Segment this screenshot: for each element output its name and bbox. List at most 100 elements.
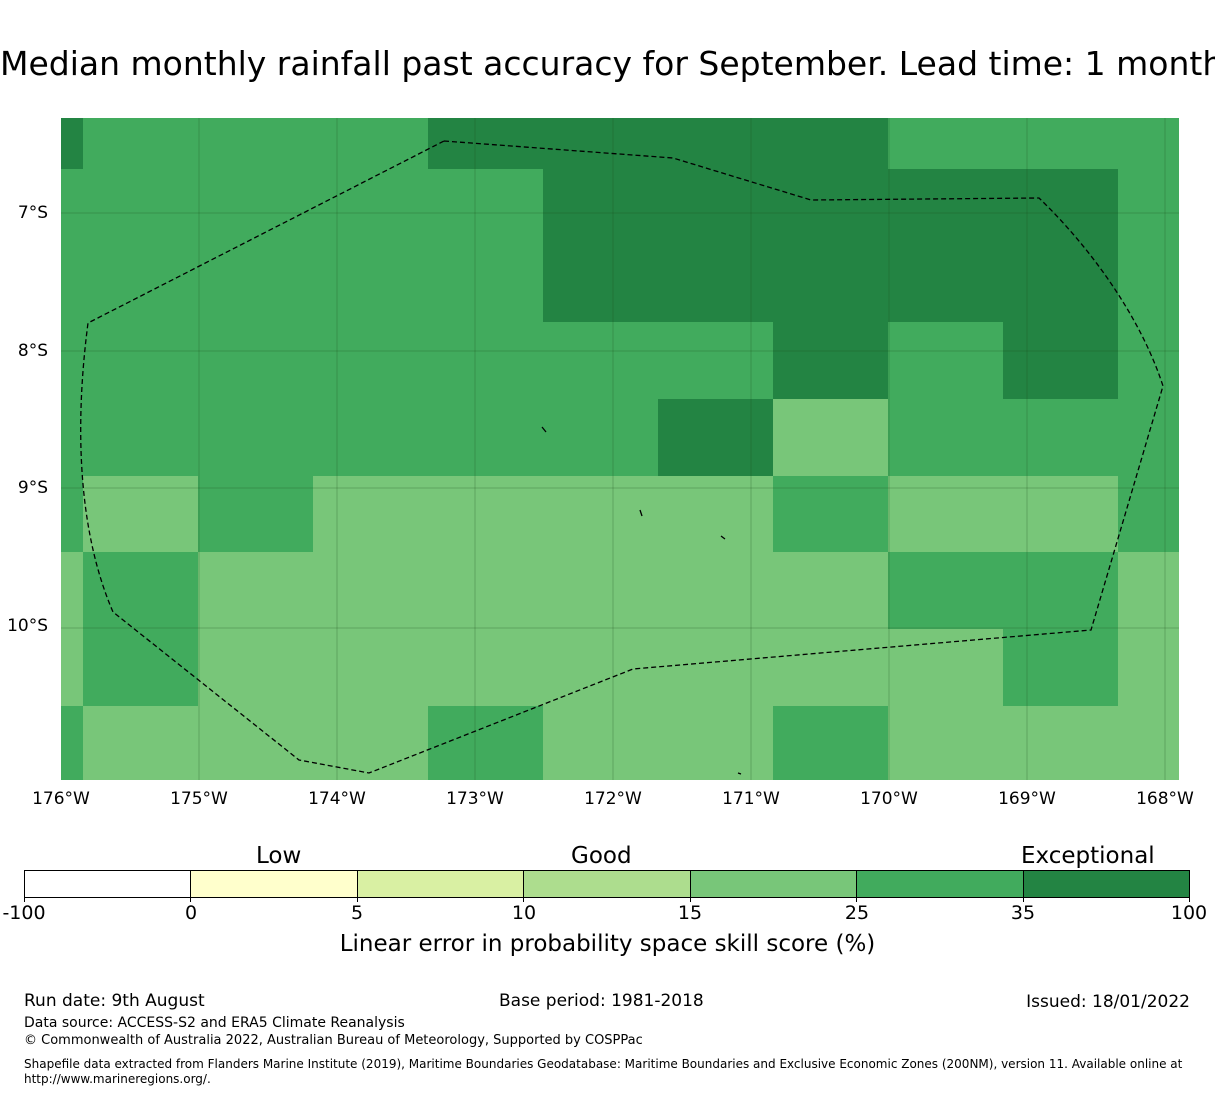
skill-cell [198, 322, 314, 400]
skill-cell [83, 706, 199, 780]
skill-cell [888, 322, 1004, 400]
data-source: Data source: ACCESS-S2 and ERA5 Climate … [24, 1015, 405, 1031]
colorbar-axis-label: Linear error in probability space skill … [339, 931, 876, 957]
skill-cell [888, 706, 1004, 780]
skill-cell [658, 476, 774, 553]
skill-cell [1003, 399, 1119, 477]
lon-label-175w: 175°W [170, 789, 228, 809]
island-outlines [541, 426, 742, 775]
colorbar-swatch [1023, 871, 1189, 897]
skill-cell [61, 169, 84, 247]
skill-cell [888, 552, 1004, 630]
skill-cell [658, 552, 774, 630]
colorbar-tick-mark [190, 897, 191, 902]
skill-cell [543, 399, 659, 477]
skill-cell [428, 169, 544, 247]
skill-cell [1118, 169, 1179, 247]
colorbar-tick-label: 0 [184, 902, 198, 924]
skill-cell [313, 552, 429, 630]
skill-cell [1118, 706, 1179, 780]
skill-cell [198, 476, 314, 553]
skill-cell [543, 552, 659, 630]
lat-label-8s: 8°S [17, 341, 48, 361]
skill-cell [61, 552, 84, 630]
skill-cell [773, 706, 889, 780]
run-date: Run date: 9th August [24, 991, 205, 1011]
skill-cell [198, 246, 314, 323]
skill-cell [313, 399, 429, 477]
skill-cell [83, 322, 199, 400]
colorbar-tick-mark [690, 897, 691, 902]
skill-cell [198, 629, 314, 707]
colorbar-swatch [690, 871, 858, 897]
skill-cell [543, 169, 659, 247]
colorbar-swatch [857, 871, 1024, 897]
colorbar-tick-mark [856, 897, 857, 902]
skill-cell [428, 322, 544, 400]
colorbar-tick-label: 10 [511, 902, 537, 924]
skill-cell [83, 399, 199, 477]
colorbar-swatch [524, 871, 691, 897]
skill-cell [658, 246, 774, 323]
skill-cell [313, 322, 429, 400]
skill-cell [1118, 322, 1179, 400]
skill-cell [313, 476, 429, 553]
lon-label-176w: 176°W [32, 789, 90, 809]
skill-cell [61, 706, 84, 780]
eez-boundary [80, 140, 1164, 774]
skill-cell [543, 246, 659, 323]
colorbar-tick-mark [1189, 897, 1190, 902]
lon-label-170w: 170°W [860, 789, 918, 809]
colorbar-swatch [25, 871, 192, 897]
skill-cell [61, 476, 84, 553]
skill-cell [61, 246, 84, 323]
skill-cell [1003, 629, 1119, 707]
skill-cell [543, 476, 659, 553]
skill-map [61, 118, 1179, 780]
skill-cell [888, 399, 1004, 477]
skill-cell [61, 629, 84, 707]
skill-cell [313, 169, 429, 247]
skill-cell [888, 118, 1004, 170]
skill-cell [658, 629, 774, 707]
skill-cell [313, 246, 429, 323]
skill-cell [543, 322, 659, 400]
colorbar-tick-label: -100 [2, 902, 46, 924]
shapefile-credit-line2: http://www.marineregions.org/. [24, 1072, 211, 1086]
colorbar-category-good: Good [571, 843, 632, 869]
skill-cell [313, 118, 429, 170]
colorbar-tick-mark [1023, 897, 1024, 902]
skill-cell [1003, 322, 1119, 400]
skill-cell [428, 629, 544, 707]
skill-cell [658, 118, 774, 170]
skill-cell [773, 118, 889, 170]
colorbar-tick-mark [523, 897, 524, 902]
skill-cell [428, 706, 544, 780]
skill-cell [198, 118, 314, 170]
lon-label-169w: 169°W [998, 789, 1056, 809]
skill-cell [1003, 476, 1119, 553]
skill-cell [543, 118, 659, 170]
skill-cell [1118, 552, 1179, 630]
skill-cell [198, 552, 314, 630]
skill-cell [773, 552, 889, 630]
lat-label-7s: 7°S [17, 203, 48, 223]
skill-cell [198, 169, 314, 247]
base-period: Base period: 1981-2018 [499, 991, 704, 1011]
map-title: Median monthly rainfall past accuracy fo… [0, 44, 1215, 83]
skill-cell [888, 476, 1004, 553]
skill-cell [1003, 246, 1119, 323]
colorbar-swatch [191, 871, 358, 897]
skill-cell [773, 169, 889, 247]
skill-cell [1118, 246, 1179, 323]
skill-cell [888, 246, 1004, 323]
skill-cell [428, 476, 544, 553]
skill-cell [1003, 169, 1119, 247]
skill-cell [198, 706, 314, 780]
skill-cell [83, 118, 199, 170]
skill-grid [61, 118, 1179, 780]
colorbar-swatch [357, 871, 525, 897]
colorbar-tick-label: 15 [677, 902, 703, 924]
colorbar-tick-label: 35 [1010, 902, 1036, 924]
colorbar [24, 870, 1190, 898]
